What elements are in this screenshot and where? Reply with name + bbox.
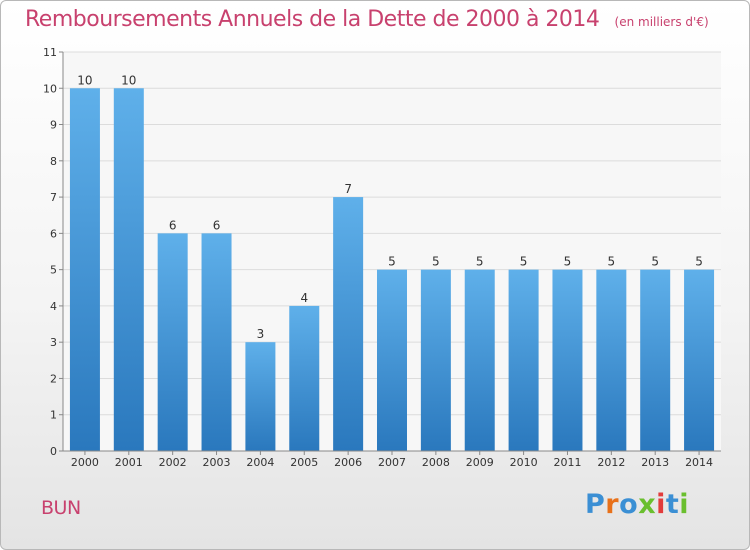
y-tick-label: 1	[50, 409, 57, 422]
bar	[640, 269, 671, 451]
value-label: 5	[520, 255, 528, 269]
axes	[59, 51, 721, 455]
logo-letter: i	[656, 489, 666, 520]
value-label: 5	[476, 255, 484, 269]
value-label: 5	[388, 255, 396, 269]
bar	[377, 269, 407, 451]
y-tick-label: 11	[43, 46, 57, 59]
value-label: 6	[213, 218, 221, 232]
bar	[69, 88, 100, 451]
logo-letter: o	[619, 489, 639, 520]
value-label: 5	[432, 255, 440, 269]
y-tick-label: 9	[50, 119, 57, 132]
y-tick-label: 4	[50, 300, 57, 313]
logo-letter: r	[605, 489, 620, 520]
x-tick-label: 2004	[246, 456, 274, 469]
y-tick-label: 6	[50, 227, 57, 240]
y-tick-label: 8	[50, 155, 57, 168]
bar	[552, 269, 583, 451]
y-tick-label: 5	[50, 264, 57, 277]
x-tick-label: 2003	[203, 456, 231, 469]
bar	[157, 233, 188, 451]
bar	[508, 269, 539, 451]
x-tick-label: 2011	[553, 456, 581, 469]
title-row: Remboursements Annuels de la Dette de 20…	[25, 7, 709, 32]
y-tick-label: 3	[50, 336, 57, 349]
x-tick-label: 2002	[159, 456, 187, 469]
x-tick-label: 2013	[641, 456, 669, 469]
bar	[596, 269, 627, 451]
y-tick-labels: 0 1 2 3 4 5 6 7 8 9 10 11	[43, 46, 57, 458]
x-tick-label: 2014	[685, 456, 713, 469]
bar	[245, 342, 276, 451]
value-label: 3	[257, 327, 265, 341]
value-label: 5	[608, 255, 616, 269]
value-label: 5	[651, 255, 659, 269]
value-label: 7	[344, 182, 352, 196]
y-tick-label: 0	[50, 445, 57, 458]
value-label: 6	[169, 218, 177, 232]
x-tick-label: 2010	[510, 456, 538, 469]
bars	[69, 88, 715, 451]
logo-letter: x	[638, 489, 657, 520]
x-tick-label: 2008	[422, 456, 450, 469]
logo-letter: t	[665, 489, 680, 520]
x-tick-label: 2009	[466, 456, 494, 469]
x-tick-label: 2000	[71, 456, 99, 469]
chart-subtitle: (en milliers d'€)	[614, 15, 709, 29]
proxiti-logo[interactable]: Proxiti	[585, 489, 689, 520]
y-tick-label: 7	[50, 191, 57, 204]
x-tick-label: 2006	[334, 456, 362, 469]
value-label: 10	[121, 73, 136, 87]
value-label: 5	[695, 255, 703, 269]
logo-letter: i	[679, 489, 690, 520]
value-label: 4	[300, 291, 308, 305]
x-tick-label: 2012	[597, 456, 625, 469]
x-tick-labels: 2000 2001 2002 2003 2004 2005 2006 2007 2008 2009…	[71, 456, 713, 469]
y-tick-label: 2	[50, 372, 57, 385]
bar	[289, 305, 320, 451]
x-tick-label: 2005	[290, 456, 318, 469]
bar	[201, 233, 232, 451]
x-tick-label: 2001	[115, 456, 143, 469]
bar	[113, 88, 144, 451]
x-tick-label: 2007	[378, 456, 406, 469]
value-label: 10	[77, 73, 92, 87]
bar	[420, 269, 451, 451]
place-name: BUN	[41, 497, 81, 519]
value-label: 5	[564, 255, 572, 269]
logo-letter: P	[585, 489, 606, 520]
y-tick-label: 10	[43, 82, 57, 95]
value-labels: 10 10 6 6 3 4 7 5 5 5 5 5 5 5 5	[77, 73, 703, 341]
chart-title: Remboursements Annuels de la Dette de 20…	[25, 7, 600, 32]
bar	[464, 269, 495, 451]
bar	[333, 197, 364, 451]
bar	[684, 269, 715, 451]
